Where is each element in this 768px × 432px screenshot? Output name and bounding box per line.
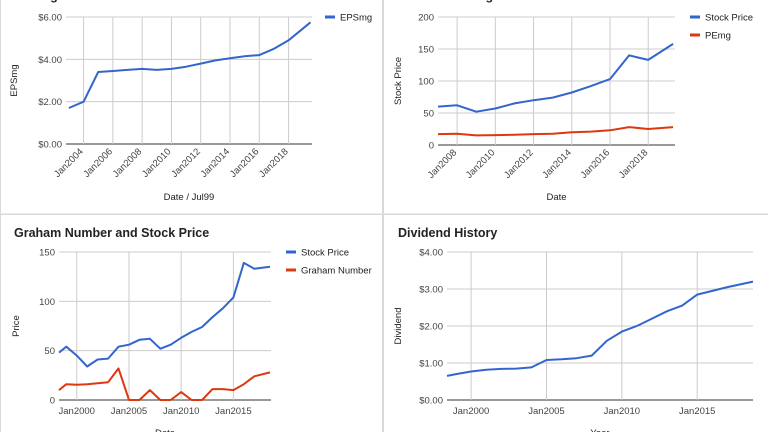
series-line-2 xyxy=(437,126,674,137)
y-axis-title: Dividend xyxy=(393,308,404,345)
y-tick-label: 50 xyxy=(44,346,55,357)
x-tick-label: Jan2015 xyxy=(679,406,715,417)
chart-panel-1: EPSmg$0.00$2.00$4.00$6.00Jan2004Jan2006J… xyxy=(9,0,372,203)
y-tick-label: 150 xyxy=(418,45,434,56)
y-tick-label: $3.00 xyxy=(419,285,443,296)
chart-title: Graham Number and Stock Price xyxy=(14,226,209,240)
x-tick-label: Jan2010 xyxy=(163,406,199,417)
y-tick-label: $1.00 xyxy=(419,359,443,370)
series-line-2 xyxy=(58,367,271,401)
legend-label: EPSmg xyxy=(340,13,372,24)
x-tick-label: Jan2004 xyxy=(52,146,86,180)
chart-panel-3: Graham Number and Stock Price 0 50 100 150 Ja… xyxy=(11,226,372,432)
y-axis-title: EPSmg xyxy=(9,64,20,96)
y-tick-label: 100 xyxy=(418,77,434,88)
x-tick-label: Jan2010 xyxy=(464,147,498,181)
panel-border xyxy=(0,214,383,432)
y-axis-title: Price xyxy=(11,315,22,337)
y-tick-label: $2.00 xyxy=(38,97,62,108)
x-axis-title: Date / Jul99 xyxy=(164,192,215,203)
y-tick-label: 0 xyxy=(429,141,434,152)
y-axis-title: Stock Price xyxy=(393,57,404,105)
series-line-1 xyxy=(446,280,754,377)
legend-label: Stock Price xyxy=(705,13,753,24)
x-tick-label: Jan2018 xyxy=(257,146,291,180)
x-tick-label: Jan2016 xyxy=(579,147,613,181)
y-tick-label: 50 xyxy=(423,109,434,120)
x-axis-title: Date xyxy=(546,192,566,203)
y-tick-label: $4.00 xyxy=(38,55,62,66)
x-tick-label: Jan2014 xyxy=(199,146,233,180)
x-tick-label: Jan2005 xyxy=(111,406,147,417)
x-axis-title: Date xyxy=(155,428,175,432)
x-tick-label: Jan2008 xyxy=(426,147,460,181)
panel-border xyxy=(383,214,768,432)
y-tick-label: 200 xyxy=(418,13,434,24)
x-tick-label: Jan2005 xyxy=(528,406,564,417)
y-tick-label: $0.00 xyxy=(419,396,443,407)
x-axis-title: Year xyxy=(590,428,609,432)
x-tick-label: Jan2015 xyxy=(215,406,251,417)
chart-panel-4: Dividend History $0.00 $1.00 $2.00 $3.00 $4.0… xyxy=(393,226,754,432)
y-tick-label: $6.00 xyxy=(38,13,62,24)
x-tick-label: Jan2000 xyxy=(59,406,95,417)
chart-title: EPSmg xyxy=(14,0,58,3)
x-tick-label: Jan2012 xyxy=(502,147,536,181)
series-line-1 xyxy=(68,21,312,109)
y-tick-label: $2.00 xyxy=(419,322,443,333)
legend-label: PEmg xyxy=(705,31,731,42)
y-tick-label: 150 xyxy=(39,248,55,259)
y-tick-label: 100 xyxy=(39,297,55,308)
x-tick-label: Jan2012 xyxy=(169,146,203,180)
x-tick-label: Jan2010 xyxy=(140,146,174,180)
y-tick-label: $0.00 xyxy=(38,140,62,151)
legend-label: Stock Price xyxy=(301,248,349,259)
chart-title: Dividend History xyxy=(398,226,497,240)
x-tick-label: Jan2018 xyxy=(617,147,651,181)
y-tick-label: 0 xyxy=(50,396,55,407)
chart-title: Price and PEmg xyxy=(398,0,493,3)
series-line-1 xyxy=(437,43,674,113)
x-tick-label: Jan2006 xyxy=(81,146,115,180)
series-line-1 xyxy=(58,261,271,368)
x-tick-label: Jan2008 xyxy=(111,146,145,180)
x-tick-label: Jan2016 xyxy=(228,146,262,180)
legend-label: Graham Number xyxy=(301,266,372,277)
x-tick-label: Jan2014 xyxy=(540,147,574,181)
chart-panel-2: Price and PEmg 0 50 100 150 200 Jan2008Jan2010… xyxy=(393,0,753,203)
y-tick-label: $4.00 xyxy=(419,248,443,259)
x-tick-label: Jan2000 xyxy=(453,406,489,417)
x-tick-label: Jan2010 xyxy=(604,406,640,417)
